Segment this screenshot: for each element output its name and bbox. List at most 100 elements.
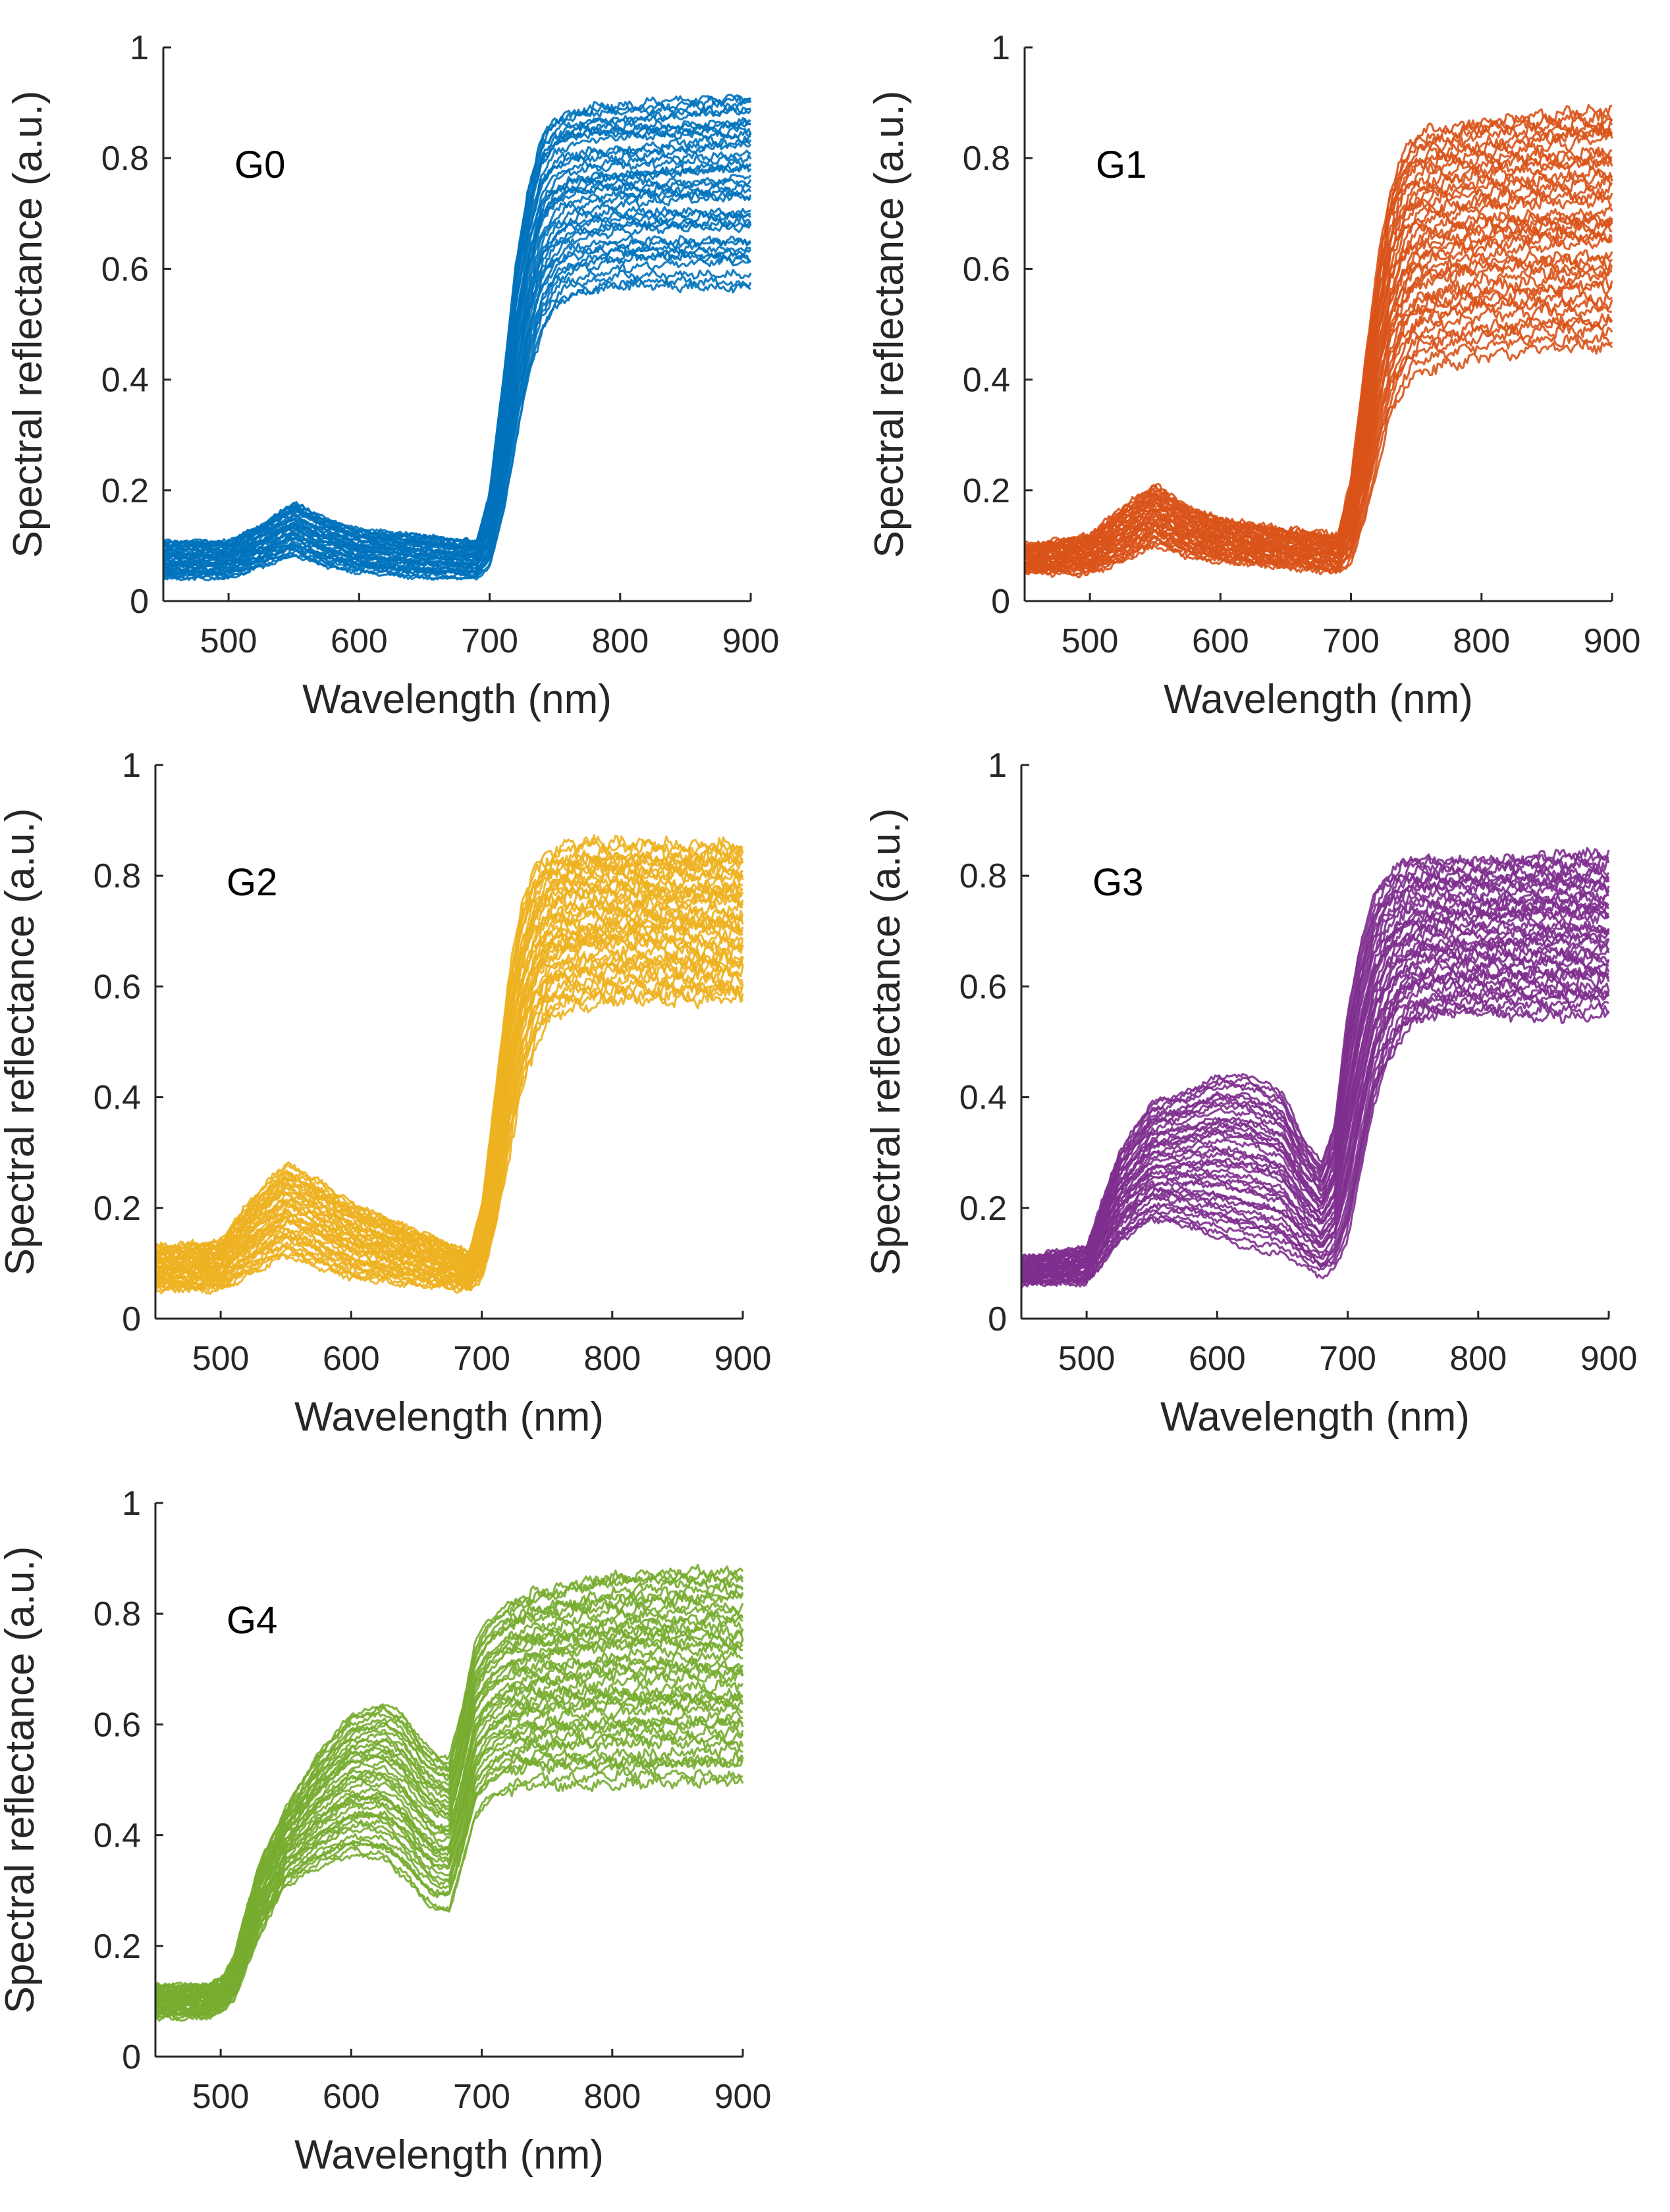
series-line-17 bbox=[155, 916, 743, 1276]
series-line-22 bbox=[163, 177, 752, 562]
y-tick-label: 0.6 bbox=[963, 250, 1010, 288]
y-tick-label: 0.2 bbox=[959, 1190, 1007, 1228]
series-line-6 bbox=[1023, 302, 1613, 573]
y-tick-label: 0.6 bbox=[94, 1706, 141, 1744]
series-line-21 bbox=[1024, 212, 1613, 561]
series-line-26 bbox=[1024, 182, 1613, 558]
series-line-31 bbox=[154, 862, 744, 1262]
series-line-38 bbox=[155, 842, 743, 1255]
y-tick-label: 0.4 bbox=[94, 1817, 141, 1855]
series-line-19 bbox=[1024, 222, 1613, 564]
y-tick-label: 1 bbox=[991, 29, 1010, 67]
x-tick-label: 800 bbox=[1449, 1340, 1507, 1378]
series-group bbox=[154, 1564, 744, 2022]
x-tick-label: 600 bbox=[1192, 622, 1249, 660]
chart-panel-g3: 0 0.2 0.4 0.6 0.8 1 500 600 700 800 900 Wavelength … bbox=[863, 747, 1637, 1440]
y-tick-label: 0.2 bbox=[94, 1928, 141, 1966]
series-line-15 bbox=[163, 209, 751, 568]
y-axis-label: Spectral reflectance (a.u.) bbox=[0, 1546, 43, 2014]
series-line-5 bbox=[163, 250, 751, 577]
y-axis-label: Spectral reflectance (a.u.) bbox=[867, 91, 912, 558]
y-tick-label: 0.2 bbox=[101, 472, 149, 510]
y-tick-label: 0 bbox=[122, 2038, 141, 2076]
x-axis-label: Wavelength (nm) bbox=[302, 677, 612, 722]
x-axis-label: Wavelength (nm) bbox=[294, 1394, 604, 1440]
series-line-20 bbox=[163, 180, 752, 562]
panel-label: G1 bbox=[1096, 144, 1146, 186]
series-group bbox=[162, 93, 752, 582]
series-group bbox=[154, 834, 744, 1295]
series-line-32 bbox=[1024, 148, 1613, 553]
x-tick-label: 500 bbox=[1062, 622, 1119, 660]
y-tick-label: 0.6 bbox=[101, 250, 149, 288]
x-axis-label: Wavelength (nm) bbox=[294, 2132, 604, 2178]
x-tick-label: 700 bbox=[1319, 1340, 1376, 1378]
series-line-9 bbox=[155, 1725, 744, 2014]
chart-panel-g1: 0 0.2 0.4 0.6 0.8 1 500 600 700 800 900 Wavelength … bbox=[867, 29, 1640, 722]
series-line-33 bbox=[1023, 146, 1613, 554]
x-tick-label: 500 bbox=[192, 1340, 250, 1378]
series-line-6 bbox=[1021, 986, 1610, 1284]
series-line-6 bbox=[155, 1742, 743, 2016]
panel-label: G0 bbox=[234, 144, 285, 186]
series-line-21 bbox=[155, 907, 743, 1274]
x-tick-label: 500 bbox=[192, 2078, 250, 2116]
y-tick-label: 0.4 bbox=[959, 1079, 1007, 1117]
y-tick-label: 0 bbox=[988, 1300, 1007, 1338]
series-line-25 bbox=[155, 893, 744, 1269]
x-tick-label: 800 bbox=[591, 622, 649, 660]
series-line-11 bbox=[1021, 965, 1610, 1280]
series-line-22 bbox=[1020, 920, 1610, 1273]
y-tick-label: 0.4 bbox=[963, 361, 1010, 400]
x-tick-label: 800 bbox=[583, 2078, 641, 2116]
series-line-2 bbox=[1021, 1002, 1610, 1286]
panel-label: G4 bbox=[227, 1599, 277, 1642]
series-line-22 bbox=[1024, 212, 1613, 562]
y-axis-label: Spectral reflectance (a.u.) bbox=[863, 808, 909, 1276]
y-axis-label: Spectral reflectance (a.u.) bbox=[0, 808, 43, 1276]
y-tick-label: 0.4 bbox=[101, 361, 149, 400]
y-tick-label: 0.8 bbox=[94, 1595, 141, 1633]
chart-panel-g0: 0 0.2 0.4 0.6 0.8 1 500 600 700 800 900 Wavelength … bbox=[5, 29, 779, 722]
series-line-31 bbox=[1023, 155, 1613, 555]
series-line-29 bbox=[1024, 165, 1613, 557]
series-line-40 bbox=[163, 93, 751, 546]
x-tick-label: 900 bbox=[722, 622, 780, 660]
x-axis-label: Wavelength (nm) bbox=[1164, 677, 1473, 722]
series-line-7 bbox=[1020, 978, 1610, 1284]
y-tick-label: 0.8 bbox=[963, 140, 1010, 178]
y-tick-label: 0.6 bbox=[959, 968, 1007, 1006]
y-axis-label: Spectral reflectance (a.u.) bbox=[5, 91, 51, 558]
x-tick-label: 600 bbox=[1189, 1340, 1246, 1378]
panel-label: G3 bbox=[1092, 861, 1143, 904]
x-tick-label: 900 bbox=[714, 2078, 772, 2116]
y-tick-label: 0.6 bbox=[94, 968, 141, 1006]
panels: 0 0.2 0.4 0.6 0.8 1 500 600 700 800 900 Wavelength … bbox=[0, 29, 1640, 2178]
series-line-6 bbox=[163, 250, 752, 576]
chart-panel-g4: 0 0.2 0.4 0.6 0.8 1 500 600 700 800 900 Wavelength … bbox=[0, 1485, 771, 2178]
series-line-23 bbox=[1023, 205, 1613, 561]
x-tick-label: 600 bbox=[331, 622, 388, 660]
series-line-2 bbox=[1023, 332, 1613, 577]
x-tick-label: 900 bbox=[1580, 1340, 1638, 1378]
series-line-7 bbox=[163, 244, 752, 575]
y-tick-label: 0.4 bbox=[94, 1079, 141, 1117]
x-tick-label: 500 bbox=[1058, 1340, 1116, 1378]
y-tick-label: 0.8 bbox=[959, 857, 1007, 895]
series-line-5 bbox=[154, 972, 743, 1289]
x-tick-label: 700 bbox=[453, 2078, 510, 2116]
x-tick-label: 600 bbox=[323, 2078, 380, 2116]
x-axis-label: Wavelength (nm) bbox=[1160, 1394, 1470, 1440]
y-tick-label: 1 bbox=[122, 747, 141, 785]
series-line-10 bbox=[163, 234, 751, 573]
series-line-29 bbox=[163, 133, 751, 554]
series-line-18 bbox=[163, 189, 752, 564]
panel-label: G2 bbox=[227, 861, 277, 904]
series-line-36 bbox=[1021, 868, 1609, 1262]
y-tick-label: 0.2 bbox=[963, 472, 1010, 510]
series-line-35 bbox=[154, 849, 744, 1260]
y-tick-label: 1 bbox=[122, 1485, 141, 1523]
x-tick-label: 500 bbox=[200, 622, 257, 660]
y-tick-label: 0.8 bbox=[94, 857, 141, 895]
